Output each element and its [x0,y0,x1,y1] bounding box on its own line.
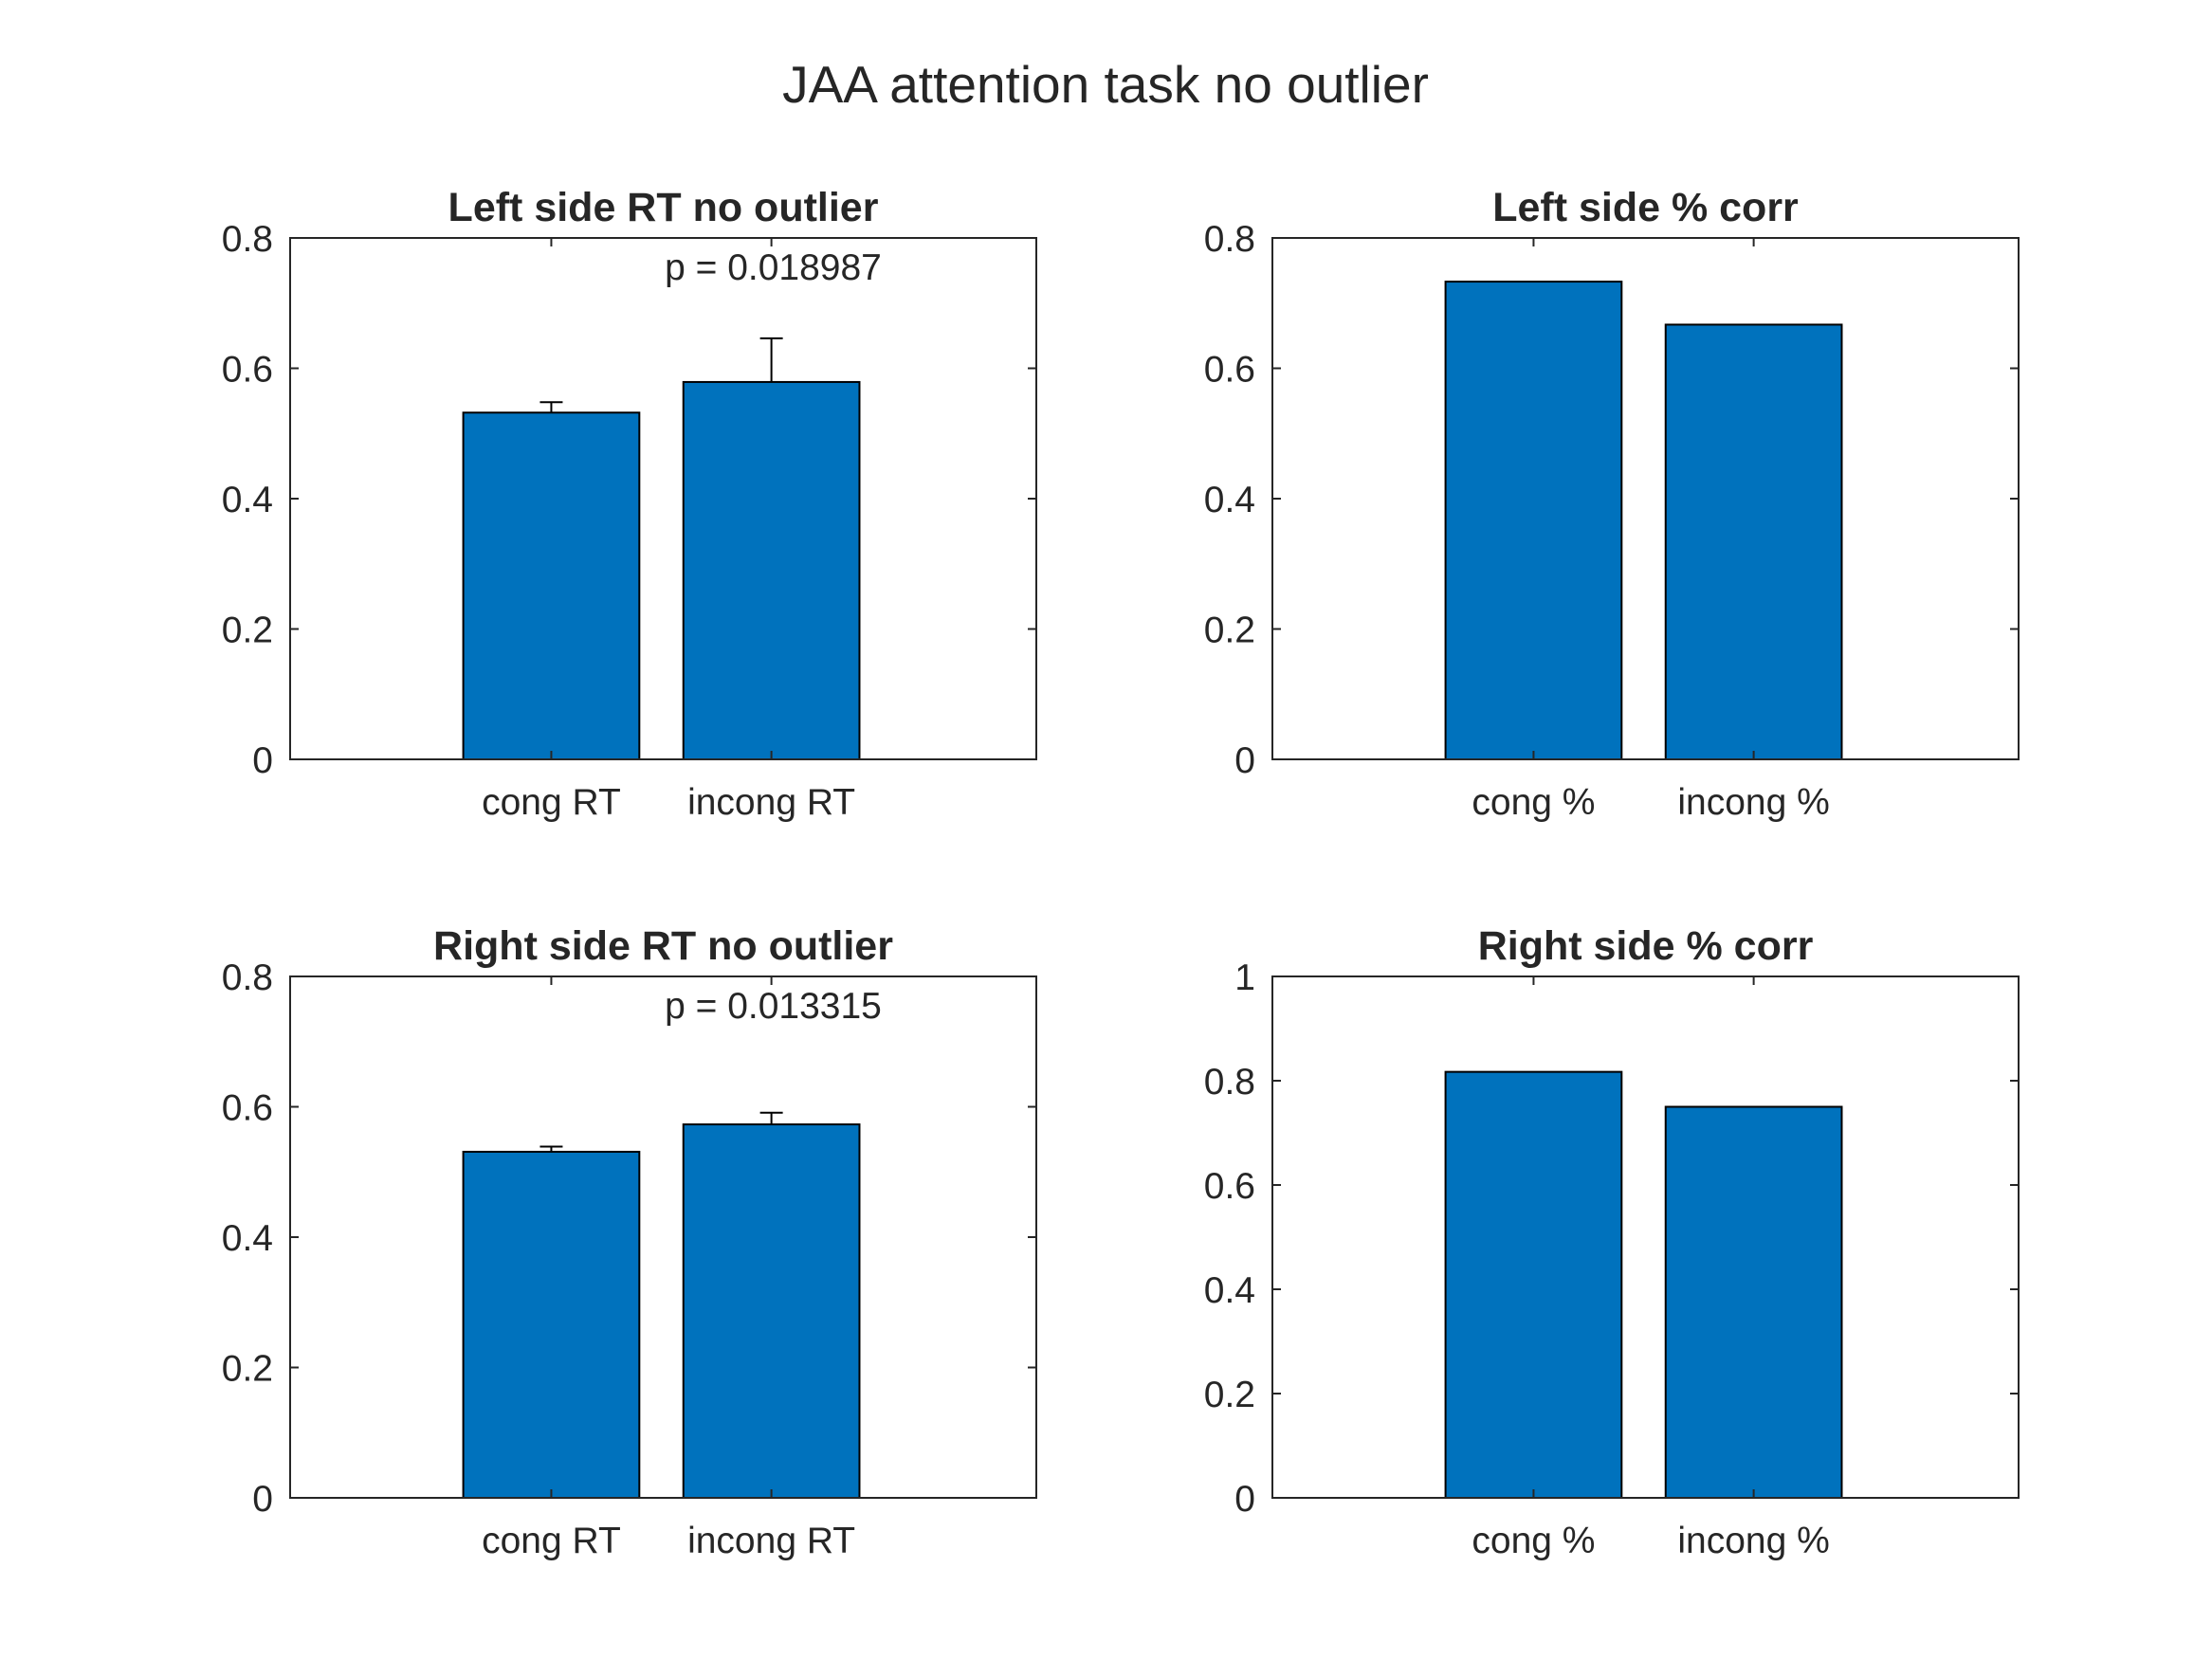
y-tick-label: 0.8 [1204,1062,1255,1103]
y-tick-label: 0 [1234,740,1255,781]
y-tick-label: 0.8 [222,957,273,998]
bar [1444,1070,1623,1500]
x-tick-label: cong % [1472,782,1595,823]
bar [1664,1105,1843,1499]
p-value-annotation: p = 0.018987 [665,247,882,288]
subplot-3: Right side RT no outlier cong RT incong RT… [222,923,1037,1561]
y-tick-label: 0.8 [222,219,273,260]
y-tick-label: 0 [252,1479,273,1520]
y-tick-label: 0.2 [222,611,273,651]
p-value-annotation: p = 0.013315 [665,986,882,1027]
y-tick-label: 0 [1234,1479,1255,1520]
y-tick-label: 0.4 [1204,1270,1255,1311]
bar [462,1150,641,1499]
subplot-title: Left side % corr [1492,185,1799,230]
axes-box [1271,237,2020,760]
y-tick-label: 0.8 [1204,219,1255,260]
bar [1664,323,1843,760]
subplot-2: Left side % corr cong % incong % 0 0.2 0.4 0.6… [1204,185,2020,823]
axes-box [289,237,1037,760]
figure-suptitle: JAA attention task no outlier [782,55,1429,114]
subplot-1: Left side RT no outlier cong RT incong RT 0… [222,185,1037,823]
axes-box [1271,975,2020,1499]
subplot-title: Left side RT no outlier [448,185,879,230]
y-tick-label: 0.6 [222,1088,273,1129]
x-tick-label: incong % [1677,782,1829,823]
subplot-title: Right side RT no outlier [433,923,893,969]
subplot-title: Right side % corr [1478,923,1814,969]
subplot-4: Right side % corr cong % incong % 0 0.2 0.4 0.… [1204,923,2020,1561]
y-tick-label: 0.4 [222,1218,273,1259]
y-tick-label: 0.6 [222,350,273,391]
bar [682,380,861,760]
y-tick-label: 0 [252,740,273,781]
y-tick-label: 0.2 [1204,611,1255,651]
x-tick-label: cong % [1472,1521,1595,1561]
y-tick-label: 0.2 [222,1349,273,1390]
x-tick-label: incong % [1677,1521,1829,1561]
bar [682,1123,861,1499]
y-tick-label: 0.4 [1204,480,1255,520]
x-tick-label: cong RT [482,782,621,823]
y-tick-label: 1 [1234,957,1255,998]
bar [462,411,641,760]
axes-box [289,975,1037,1499]
x-tick-label: incong RT [687,782,855,823]
x-tick-label: incong RT [687,1521,855,1561]
y-tick-label: 0.4 [222,480,273,520]
subplot-grid: Left side RT no outlier cong RT incong RT 0… [222,185,2020,1561]
x-tick-label: cong RT [482,1521,621,1561]
bar [1444,281,1623,760]
y-tick-label: 0.6 [1204,350,1255,391]
y-tick-label: 0.2 [1204,1375,1255,1415]
y-tick-label: 0.6 [1204,1166,1255,1207]
